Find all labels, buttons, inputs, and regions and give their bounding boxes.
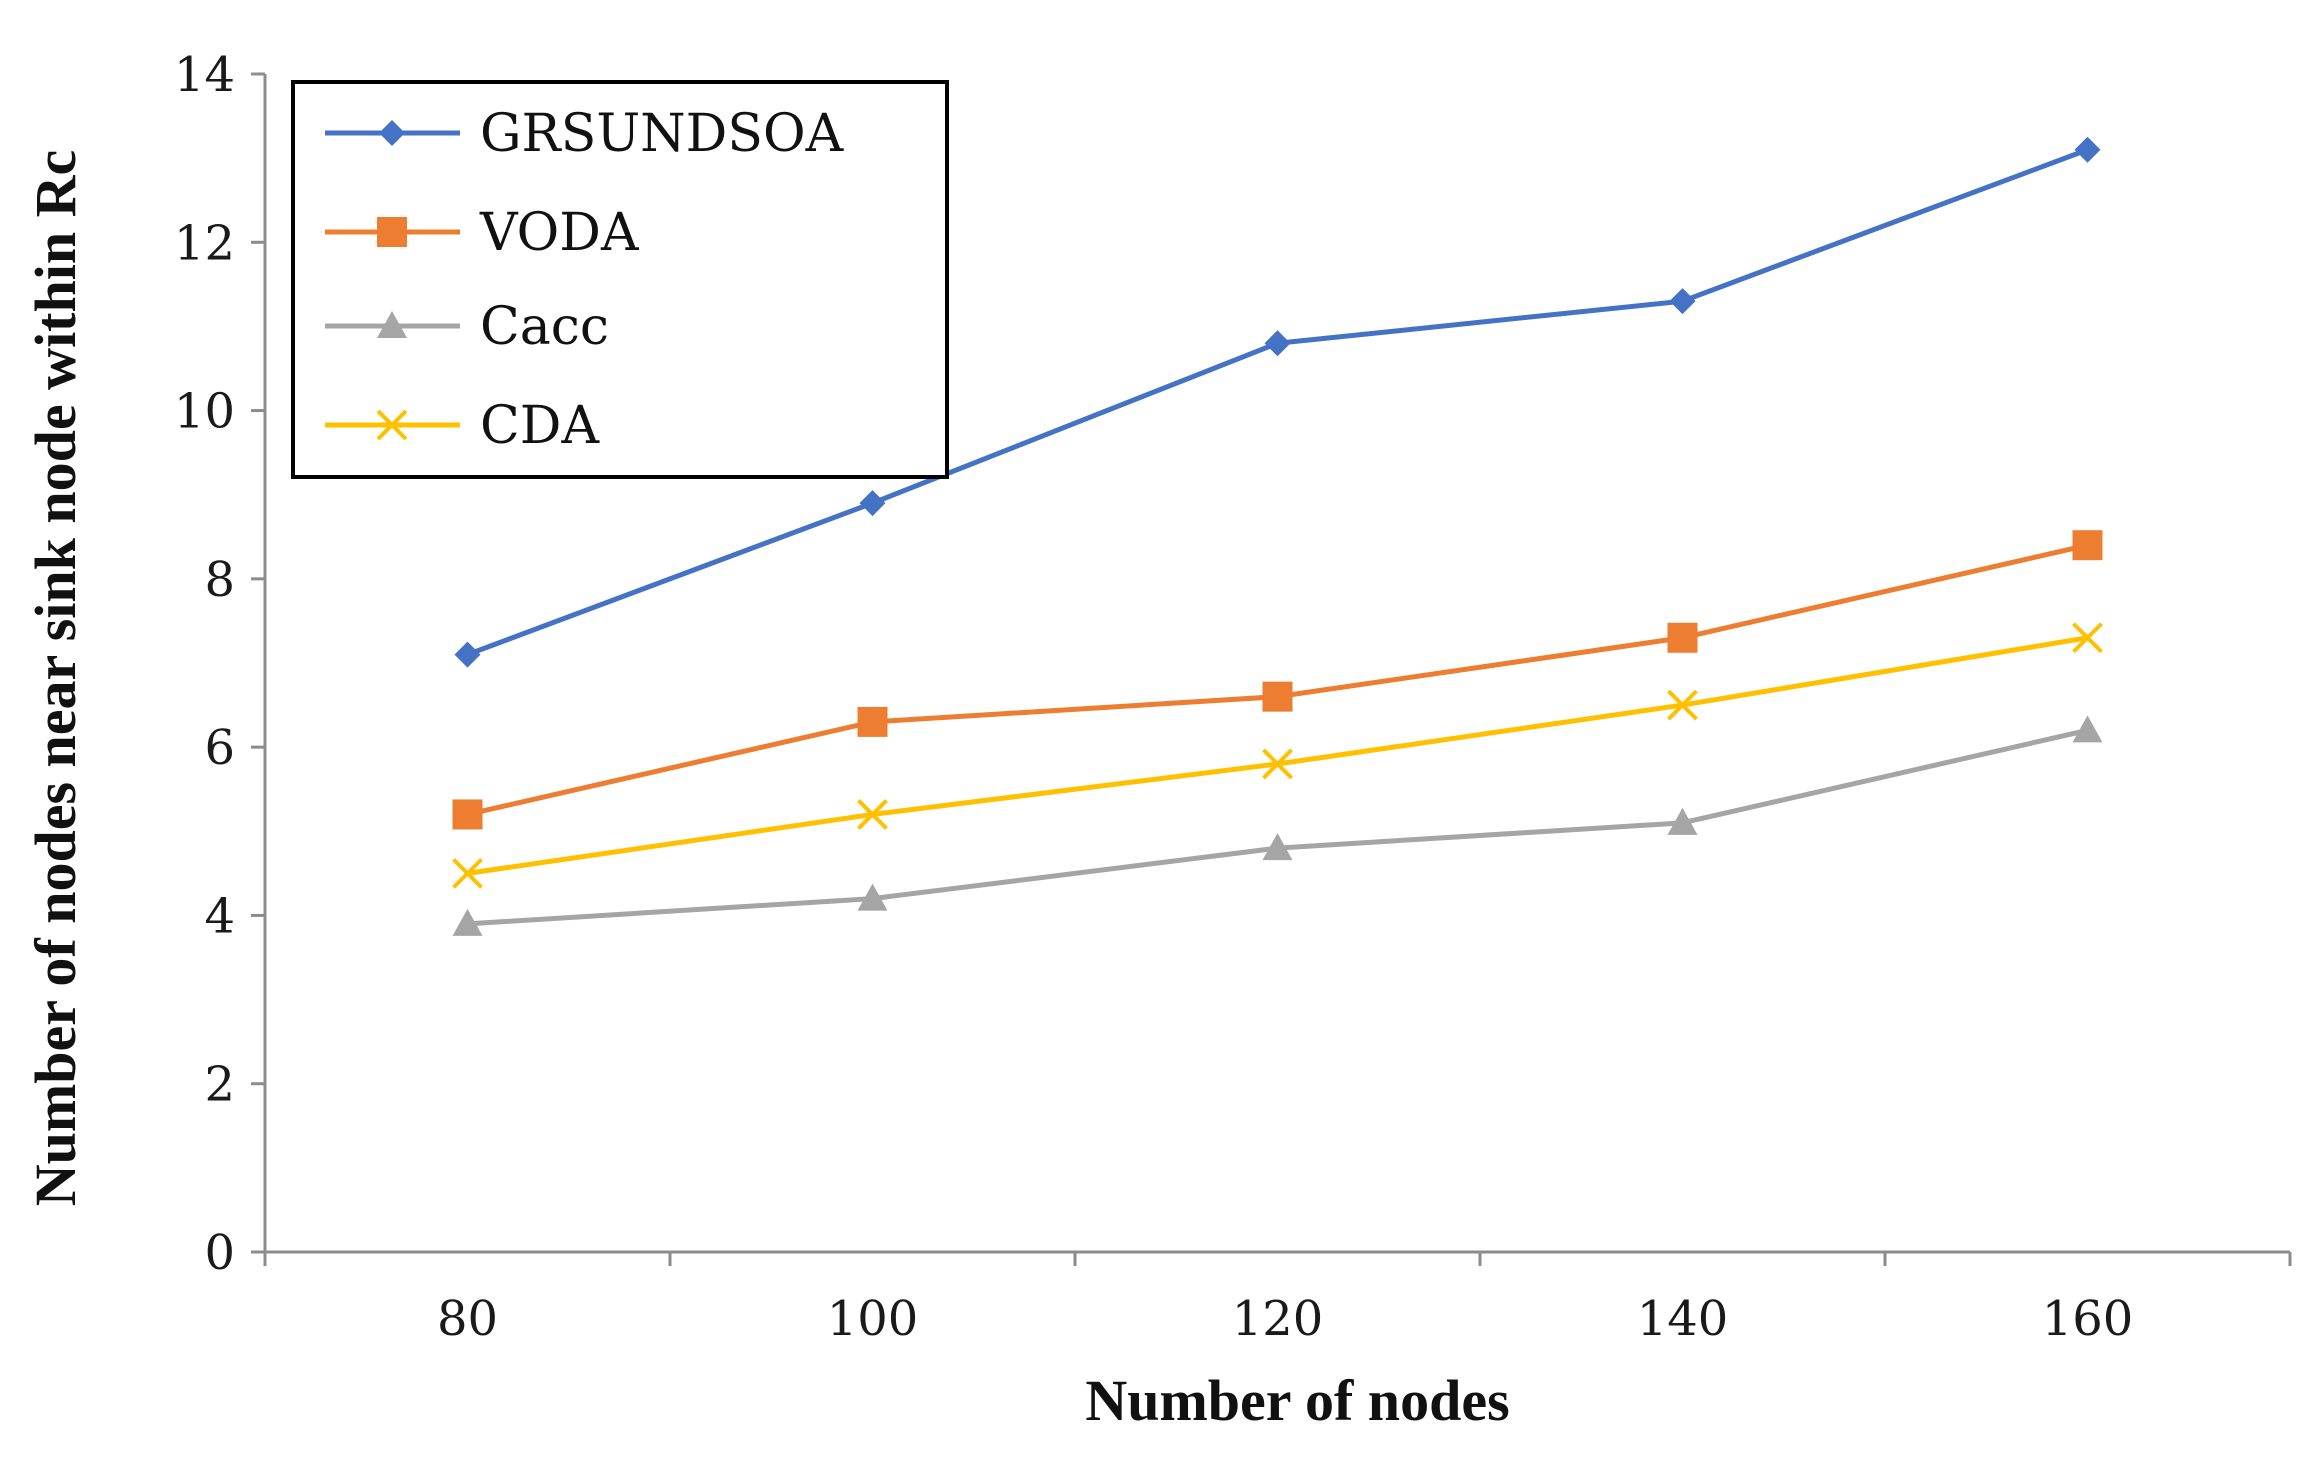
legend-marker-cacc: [377, 311, 407, 338]
legend-item-cda: CDA: [325, 396, 600, 456]
y-axis-title: Number of nodes near sink node within Rc: [23, 150, 88, 1207]
point-cda: [1667, 689, 1698, 721]
axes: 0 2 4 6 8 10 12 14 80 100 120 140 160: [174, 47, 2292, 1347]
point-cda: [857, 799, 888, 830]
x-tick-label: 160: [2042, 1291, 2134, 1347]
legend-marker-grsundsoa: [379, 120, 405, 146]
point-cacc: [452, 908, 483, 936]
series-grsundsoa: [454, 136, 2101, 668]
legend-label: GRSUNDSOA: [480, 104, 845, 164]
y-tick-label: 12: [174, 215, 235, 271]
legend-item-grsundsoa: GRSUNDSOA: [325, 104, 845, 164]
y-tick-label: 0: [204, 1225, 235, 1281]
y-tick-label: 8: [204, 552, 235, 608]
point-voda: [857, 706, 888, 737]
legend-box: [291, 80, 949, 479]
point-voda: [2072, 530, 2103, 561]
point-cacc: [1262, 833, 1293, 861]
y-tick-label: 6: [204, 720, 235, 776]
point-grsundsoa: [1264, 330, 1291, 357]
series-cacc: [452, 715, 2103, 936]
x-tick-label: 140: [1637, 1291, 1729, 1347]
series-layer: [452, 136, 2103, 936]
x-tick-label: 80: [437, 1291, 498, 1347]
legend-item-cacc: Cacc: [325, 297, 609, 357]
point-grsundsoa: [454, 641, 481, 668]
point-cacc: [857, 883, 888, 911]
x-tick-label: 120: [1232, 1291, 1324, 1347]
point-cacc: [2072, 715, 2103, 743]
y-tick-label: 2: [204, 1057, 235, 1113]
x-tick-label: 100: [827, 1291, 919, 1347]
y-tick-label: 10: [174, 384, 235, 440]
point-voda: [1667, 622, 1698, 653]
legend-marker-cda: [376, 409, 408, 441]
point-cda: [2072, 622, 2103, 654]
y-tick-label: 4: [204, 888, 235, 944]
legend-item-voda: VODA: [325, 203, 640, 263]
point-grsundsoa: [1669, 288, 1696, 315]
point-cacc: [1667, 807, 1698, 835]
point-cda: [1262, 748, 1293, 780]
legend-label: CDA: [480, 396, 600, 456]
point-grsundsoa: [2074, 136, 2101, 163]
legend-label: VODA: [479, 203, 640, 263]
x-axis-title: Number of nodes: [1085, 1368, 1509, 1433]
point-cda: [452, 857, 483, 889]
point-voda: [1262, 681, 1293, 712]
series-cda: [452, 622, 2103, 889]
series-voda: [452, 530, 2103, 830]
legend-label: Cacc: [480, 297, 609, 357]
point-voda: [452, 799, 483, 830]
y-tick-label: 14: [174, 47, 235, 103]
legend: GRSUNDSOA VODA Cacc CDA: [291, 80, 949, 479]
point-grsundsoa: [859, 490, 886, 517]
legend-marker-voda: [377, 217, 407, 247]
